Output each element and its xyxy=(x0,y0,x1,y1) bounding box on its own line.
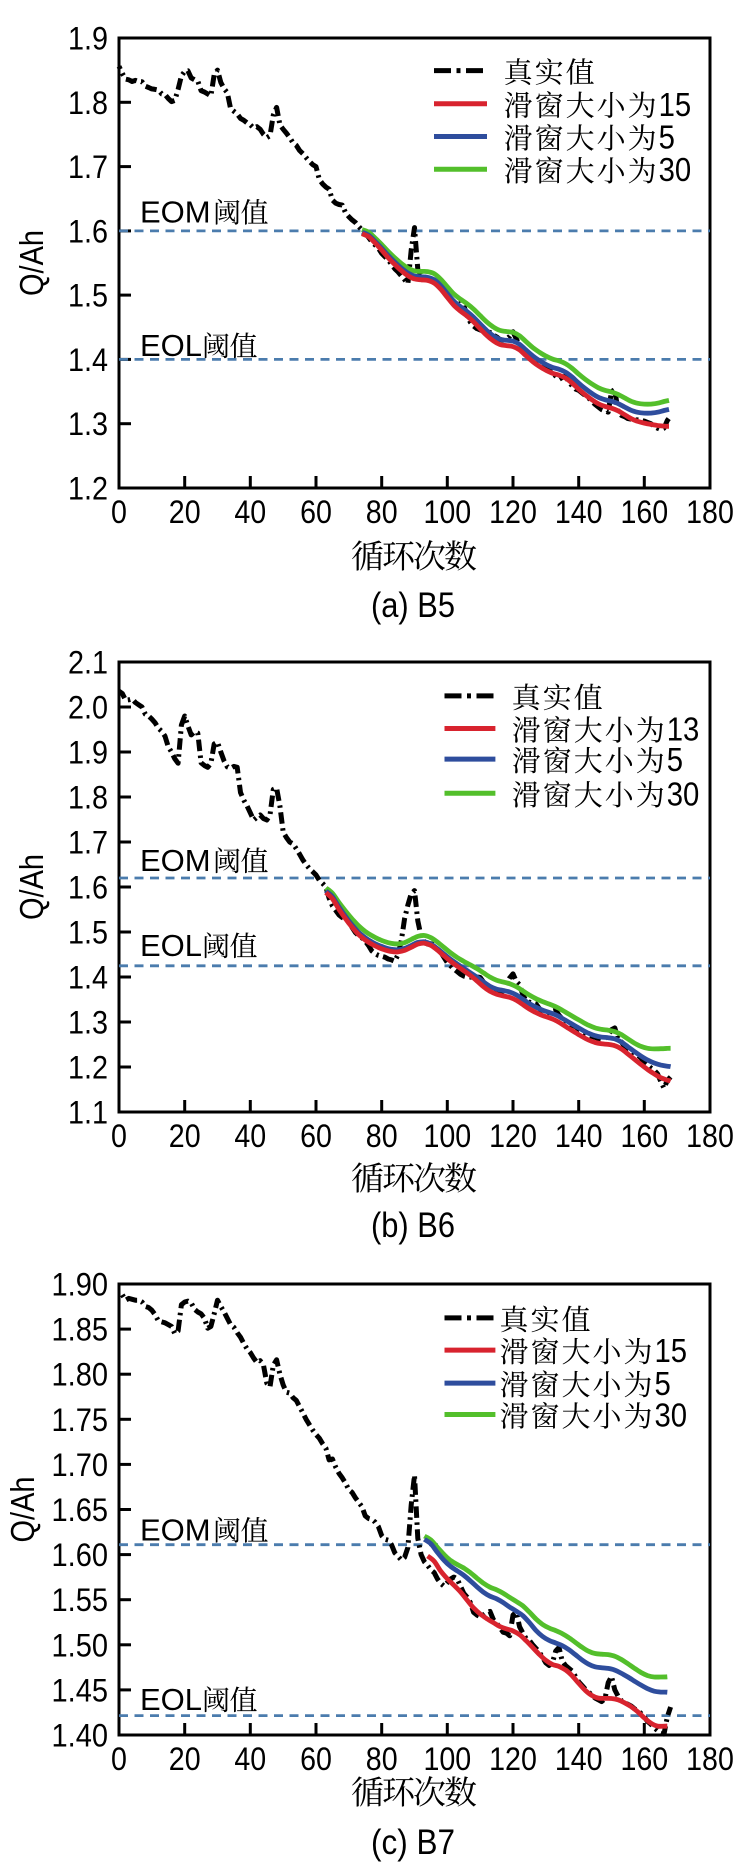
svg-text:160: 160 xyxy=(620,494,668,530)
svg-text:60: 60 xyxy=(300,1118,332,1154)
svg-text:1.60: 1.60 xyxy=(52,1537,109,1573)
svg-text:Q/Ah: Q/Ah xyxy=(13,854,50,920)
svg-text:1.2: 1.2 xyxy=(68,471,108,507)
svg-text:20: 20 xyxy=(169,1118,201,1154)
svg-text:1.8: 1.8 xyxy=(68,780,108,816)
svg-text:100: 100 xyxy=(423,1118,471,1154)
svg-text:13: 13 xyxy=(667,711,700,748)
svg-text:1.8: 1.8 xyxy=(68,85,108,121)
svg-text:Q/Ah: Q/Ah xyxy=(4,1477,41,1543)
svg-text:1.6: 1.6 xyxy=(68,213,108,249)
svg-text:2.0: 2.0 xyxy=(68,690,108,726)
svg-text:80: 80 xyxy=(366,494,398,530)
svg-text:(c) B7: (c) B7 xyxy=(371,1823,455,1862)
svg-text:15: 15 xyxy=(659,86,692,123)
svg-text:40: 40 xyxy=(234,1118,266,1154)
svg-text:EOL: EOL xyxy=(140,928,202,963)
svg-text:1.5: 1.5 xyxy=(68,278,108,314)
svg-text:1.3: 1.3 xyxy=(68,1005,108,1041)
svg-text:(a) B5: (a) B5 xyxy=(371,586,455,625)
svg-text:40: 40 xyxy=(234,494,266,530)
svg-text:0: 0 xyxy=(111,1118,127,1154)
svg-text:Q/Ah: Q/Ah xyxy=(13,230,50,296)
svg-text:60: 60 xyxy=(300,494,332,530)
svg-text:1.85: 1.85 xyxy=(52,1312,109,1348)
svg-text:1.9: 1.9 xyxy=(68,735,108,771)
svg-text:1.75: 1.75 xyxy=(52,1402,109,1438)
svg-text:1.1: 1.1 xyxy=(68,1095,108,1131)
svg-text:1.2: 1.2 xyxy=(68,1050,108,1086)
svg-text:140: 140 xyxy=(555,494,603,530)
svg-text:5: 5 xyxy=(655,1365,671,1402)
svg-text:EOL: EOL xyxy=(140,1682,202,1717)
svg-text:1.50: 1.50 xyxy=(52,1627,109,1663)
svg-text:1.7: 1.7 xyxy=(68,149,108,185)
svg-text:EOL: EOL xyxy=(140,328,202,363)
svg-text:120: 120 xyxy=(489,1741,537,1777)
svg-text:1.9: 1.9 xyxy=(68,21,108,57)
svg-text:100: 100 xyxy=(423,1741,471,1777)
svg-text:1.40: 1.40 xyxy=(52,1718,109,1754)
svg-text:20: 20 xyxy=(169,1741,201,1777)
svg-text:80: 80 xyxy=(366,1118,398,1154)
svg-text:180: 180 xyxy=(686,1118,734,1154)
svg-text:15: 15 xyxy=(655,1332,688,1369)
svg-text:40: 40 xyxy=(234,1741,266,1777)
svg-text:1.6: 1.6 xyxy=(68,870,108,906)
svg-text:1.70: 1.70 xyxy=(52,1447,109,1483)
svg-text:100: 100 xyxy=(423,494,471,530)
svg-text:0: 0 xyxy=(111,494,127,530)
svg-text:160: 160 xyxy=(620,1741,668,1777)
svg-text:5: 5 xyxy=(659,119,675,156)
svg-text:20: 20 xyxy=(169,494,201,530)
svg-text:1.65: 1.65 xyxy=(52,1492,109,1528)
svg-text:80: 80 xyxy=(366,1741,398,1777)
svg-text:140: 140 xyxy=(555,1741,603,1777)
svg-text:(b) B6: (b) B6 xyxy=(371,1206,455,1245)
svg-text:5: 5 xyxy=(667,741,683,778)
svg-text:1.55: 1.55 xyxy=(52,1582,109,1618)
svg-text:180: 180 xyxy=(686,1741,734,1777)
svg-text:1.45: 1.45 xyxy=(52,1672,109,1708)
svg-text:1.3: 1.3 xyxy=(68,406,108,442)
svg-text:1.80: 1.80 xyxy=(52,1357,109,1393)
svg-text:30: 30 xyxy=(667,775,700,812)
svg-text:EOM: EOM xyxy=(140,195,211,230)
svg-text:180: 180 xyxy=(686,494,734,530)
svg-text:160: 160 xyxy=(620,1118,668,1154)
svg-text:EOM: EOM xyxy=(140,1513,211,1548)
svg-text:EOM: EOM xyxy=(140,843,211,878)
svg-text:1.4: 1.4 xyxy=(68,960,108,996)
svg-text:60: 60 xyxy=(300,1741,332,1777)
svg-text:1.5: 1.5 xyxy=(68,915,108,951)
svg-text:30: 30 xyxy=(655,1397,688,1434)
svg-text:140: 140 xyxy=(555,1118,603,1154)
svg-text:1.90: 1.90 xyxy=(52,1267,109,1303)
svg-text:0: 0 xyxy=(111,1741,127,1777)
svg-text:120: 120 xyxy=(489,1118,537,1154)
svg-text:120: 120 xyxy=(489,494,537,530)
svg-text:2.1: 2.1 xyxy=(68,645,108,681)
svg-text:1.4: 1.4 xyxy=(68,342,108,378)
svg-text:30: 30 xyxy=(659,151,692,188)
svg-text:1.7: 1.7 xyxy=(68,825,108,861)
